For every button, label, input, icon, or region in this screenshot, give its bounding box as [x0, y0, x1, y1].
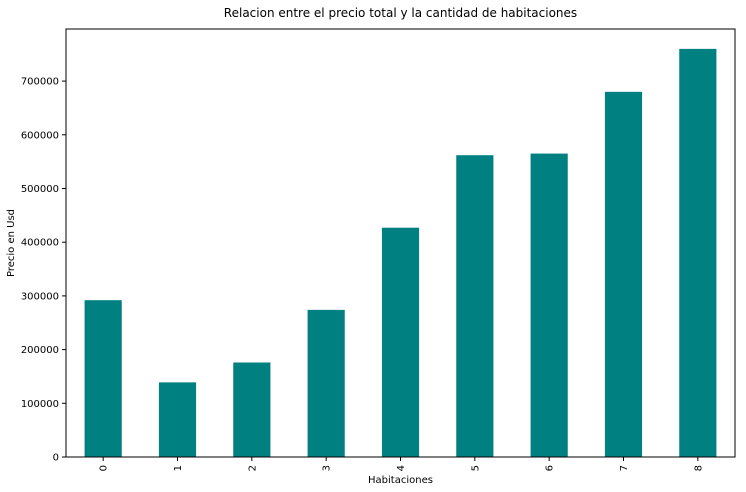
y-tick-label: 600000 — [21, 130, 59, 141]
bar-7 — [604, 91, 643, 457]
y-tick-label: 300000 — [21, 291, 59, 302]
bar-6 — [530, 153, 568, 457]
y-tick-label: 100000 — [21, 399, 59, 410]
bars-group — [84, 48, 717, 458]
y-tick-label: 400000 — [21, 238, 59, 249]
bar-4 — [381, 227, 420, 457]
bar-5 — [456, 155, 494, 457]
bar-1 — [158, 382, 197, 457]
bar-0 — [84, 300, 122, 457]
bar-3 — [307, 309, 345, 457]
x-tick-label: 2 — [247, 465, 258, 471]
x-axis: 0 1 2 3 4 5 6 7 8 — [99, 457, 704, 471]
y-axis: 0 100000 200000 300000 400000 500000 600000 700… — [21, 77, 66, 464]
x-tick-label: 1 — [173, 465, 184, 471]
x-tick-label: 5 — [470, 465, 481, 471]
x-tick-label: 6 — [545, 465, 556, 471]
y-axis-title: Precio en Usd — [6, 209, 17, 277]
chart-title: Relacion entre el precio total y la cant… — [224, 6, 577, 20]
x-tick-label: 0 — [99, 465, 110, 471]
y-tick-label: 0 — [53, 453, 59, 464]
x-tick-label: 7 — [619, 465, 630, 471]
bar-2 — [233, 362, 271, 457]
y-tick-label: 700000 — [21, 77, 59, 88]
bar-8 — [679, 48, 717, 458]
x-tick-label: 3 — [322, 465, 333, 471]
y-tick-label: 200000 — [21, 345, 59, 356]
x-tick-label: 8 — [693, 465, 704, 471]
y-tick-label: 500000 — [21, 184, 59, 195]
x-axis-title: Habitaciones — [368, 475, 433, 486]
x-tick-label: 4 — [396, 465, 407, 471]
